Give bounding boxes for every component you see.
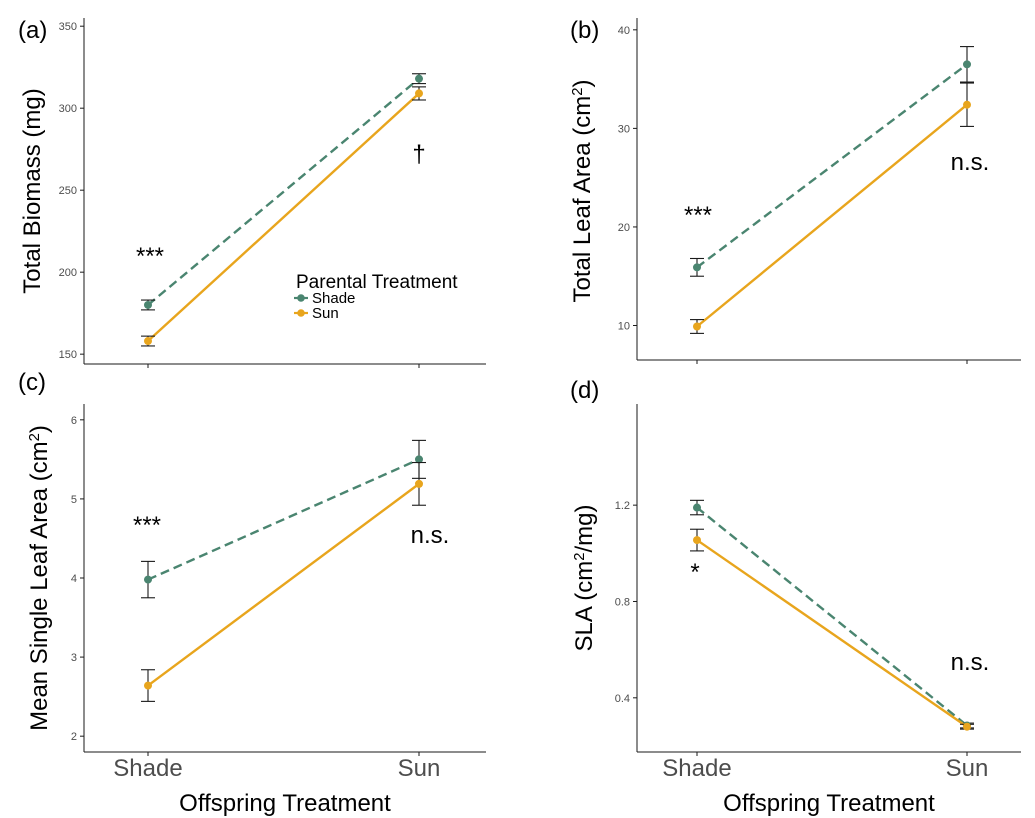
series-line-shade [147, 77, 420, 306]
y-tick-label: 3 [71, 652, 77, 664]
y-axis-title: Mean Single Leaf Area (cm2) [26, 425, 53, 731]
panel-tag: (a) [18, 17, 47, 44]
data-point-sun [963, 100, 971, 109]
series-line-sun [147, 482, 420, 687]
significance-label: n.s. [411, 522, 450, 549]
series-line-sun [696, 103, 968, 328]
data-point-shade [144, 575, 152, 584]
series-line-shade [147, 458, 420, 581]
x-tick-label: Sun [946, 755, 989, 782]
panel-tag: (c) [18, 369, 46, 396]
data-point-sun [144, 681, 152, 690]
y-axis-title: SLA (cm2/mg) [571, 505, 598, 652]
series-line-shade [696, 506, 968, 727]
legend-title: Parental Treatment [296, 272, 458, 293]
y-tick-label: 0.8 [615, 596, 630, 608]
significance-label: n.s. [951, 649, 990, 676]
legend-swatch-dot [297, 294, 305, 302]
x-axis-title: Offspring Treatment [179, 790, 391, 817]
panel-a: 150 200 250 300 350 Total Biomass (mg) (a) *** †… [18, 17, 486, 368]
x-axis-title: Offspring Treatment [723, 790, 935, 817]
y-tick-label: 350 [59, 21, 77, 33]
panel-tag: (d) [570, 377, 599, 404]
series-line-shade [696, 63, 968, 269]
data-point-shade [693, 263, 701, 272]
data-point-sun [693, 536, 701, 545]
y-tick-label: 200 [59, 267, 77, 279]
data-point-sun [693, 322, 701, 331]
legend-item-shade: Shade [312, 290, 355, 307]
data-point-shade [693, 503, 701, 512]
significance-label: n.s. [951, 149, 990, 176]
data-point-shade [415, 455, 423, 464]
y-tick-label: 10 [618, 321, 630, 333]
data-point-shade [415, 74, 423, 83]
data-point-sun [963, 722, 971, 731]
panel-d: 0.4 0.8 1.2 Shade Sun Offspring Treatment SLA … [570, 377, 1021, 817]
panel-tag: (b) [570, 17, 599, 44]
y-tick-label: 1.2 [615, 500, 630, 512]
panel-c: 2 3 4 5 6 Shade Sun Offspring Treatment Mean Sin… [18, 369, 486, 817]
significance-label: *** [133, 512, 161, 539]
y-tick-label: 150 [59, 349, 77, 361]
data-point-sun [144, 337, 152, 346]
y-axis-title: Total Biomass (mg) [19, 88, 46, 293]
data-point-sun [415, 89, 423, 98]
significance-label: *** [684, 202, 712, 229]
y-tick-label: 300 [59, 103, 77, 115]
panel-b: 10 20 30 40 Total Leaf Area (cm2) (b) *** n.s. [569, 17, 1021, 364]
significance-label: *** [136, 243, 164, 270]
y-tick-label: 0.4 [615, 693, 630, 705]
x-tick-label: Shade [662, 755, 731, 782]
y-tick-label: 6 [71, 415, 77, 427]
data-point-shade [144, 300, 152, 309]
series-line-sun [147, 92, 420, 342]
y-tick-label: 4 [71, 573, 77, 585]
data-point-sun [415, 479, 423, 488]
y-tick-label: 5 [71, 494, 77, 506]
y-tick-label: 250 [59, 185, 77, 197]
data-point-shade [963, 60, 971, 69]
y-tick-label: 40 [618, 25, 630, 37]
y-tick-label: 2 [71, 731, 77, 743]
series-line-sun [696, 539, 968, 728]
x-tick-label: Shade [113, 755, 182, 782]
significance-label: † [412, 141, 425, 168]
x-tick-label: Sun [398, 755, 441, 782]
y-axis-title: Total Leaf Area (cm2) [569, 79, 596, 302]
y-tick-label: 30 [618, 123, 630, 135]
legend-swatch-dot [297, 309, 305, 317]
y-tick-label: 20 [618, 222, 630, 234]
legend-item-sun: Sun [312, 305, 339, 322]
significance-label: * [690, 559, 699, 586]
